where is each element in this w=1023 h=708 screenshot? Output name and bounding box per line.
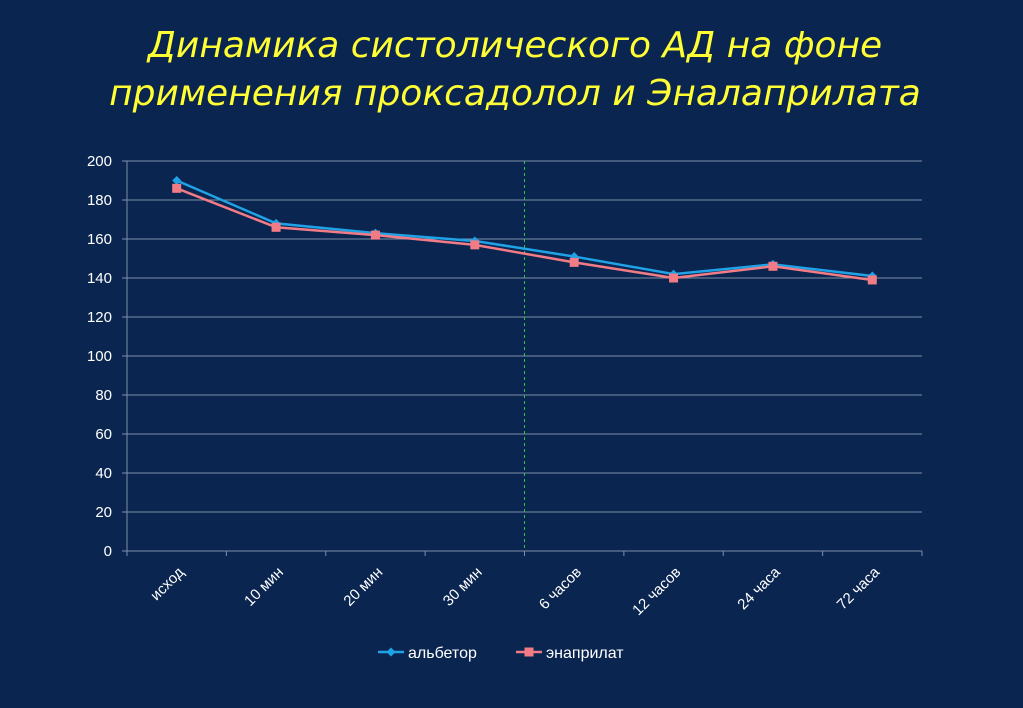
y-tick-label: 80	[95, 387, 112, 404]
legend-label: энаприлат	[546, 645, 624, 662]
data-point-marker	[768, 261, 778, 271]
x-tick-label: 6 часов	[536, 564, 585, 613]
data-point-marker	[470, 240, 480, 250]
title-line-2: применения проксадолол и Эналаприлата	[109, 73, 921, 114]
legend: альбетор энаприлат	[378, 645, 624, 662]
legend-label: альбетор	[408, 645, 477, 662]
y-tick-label: 160	[87, 231, 112, 248]
data-point-marker	[569, 257, 579, 267]
data-point-marker	[172, 183, 182, 193]
data-point-marker	[370, 230, 380, 240]
x-tick-label: 12 часов	[629, 564, 684, 619]
x-tick-label: 20 мин	[340, 564, 386, 610]
slide-title: Динамика систолического АД на фоне приме…	[40, 22, 990, 118]
legend-marker	[386, 647, 396, 657]
x-tick-label: 24 часа	[734, 563, 784, 613]
axes	[122, 160, 923, 556]
y-tick-label: 60	[95, 426, 112, 443]
data-point-marker	[172, 176, 182, 185]
data-point-marker	[669, 273, 679, 283]
y-tick-label: 140	[87, 270, 112, 287]
y-tick-label: 40	[95, 465, 112, 482]
y-tick-label: 120	[87, 309, 112, 326]
x-tick-label: исход	[147, 564, 187, 604]
y-axis-ticks: 0 20 40 60 80 100 120 140 160 180 200	[87, 153, 112, 560]
series-group	[172, 176, 877, 285]
y-tick-label: 20	[95, 504, 112, 521]
series-line-0	[176, 179, 873, 278]
x-tick-label: 30 мин	[440, 564, 486, 610]
x-axis-ticks: исход 10 мин 20 мин 30 мин 6 часов 12 часов 24…	[147, 563, 883, 619]
x-tick-label: 10 мин	[241, 564, 287, 610]
series-line-1	[176, 187, 873, 282]
y-tick-label: 200	[87, 153, 112, 170]
x-tick-label: 72 часа	[834, 563, 884, 613]
data-point-marker	[867, 275, 877, 285]
title-line-1: Динамика систолического АД на фоне	[147, 25, 883, 66]
data-point-marker	[271, 222, 281, 232]
y-tick-label: 0	[104, 543, 112, 560]
y-tick-label: 180	[87, 192, 112, 209]
legend-marker	[524, 647, 534, 657]
y-tick-label: 100	[87, 348, 112, 365]
